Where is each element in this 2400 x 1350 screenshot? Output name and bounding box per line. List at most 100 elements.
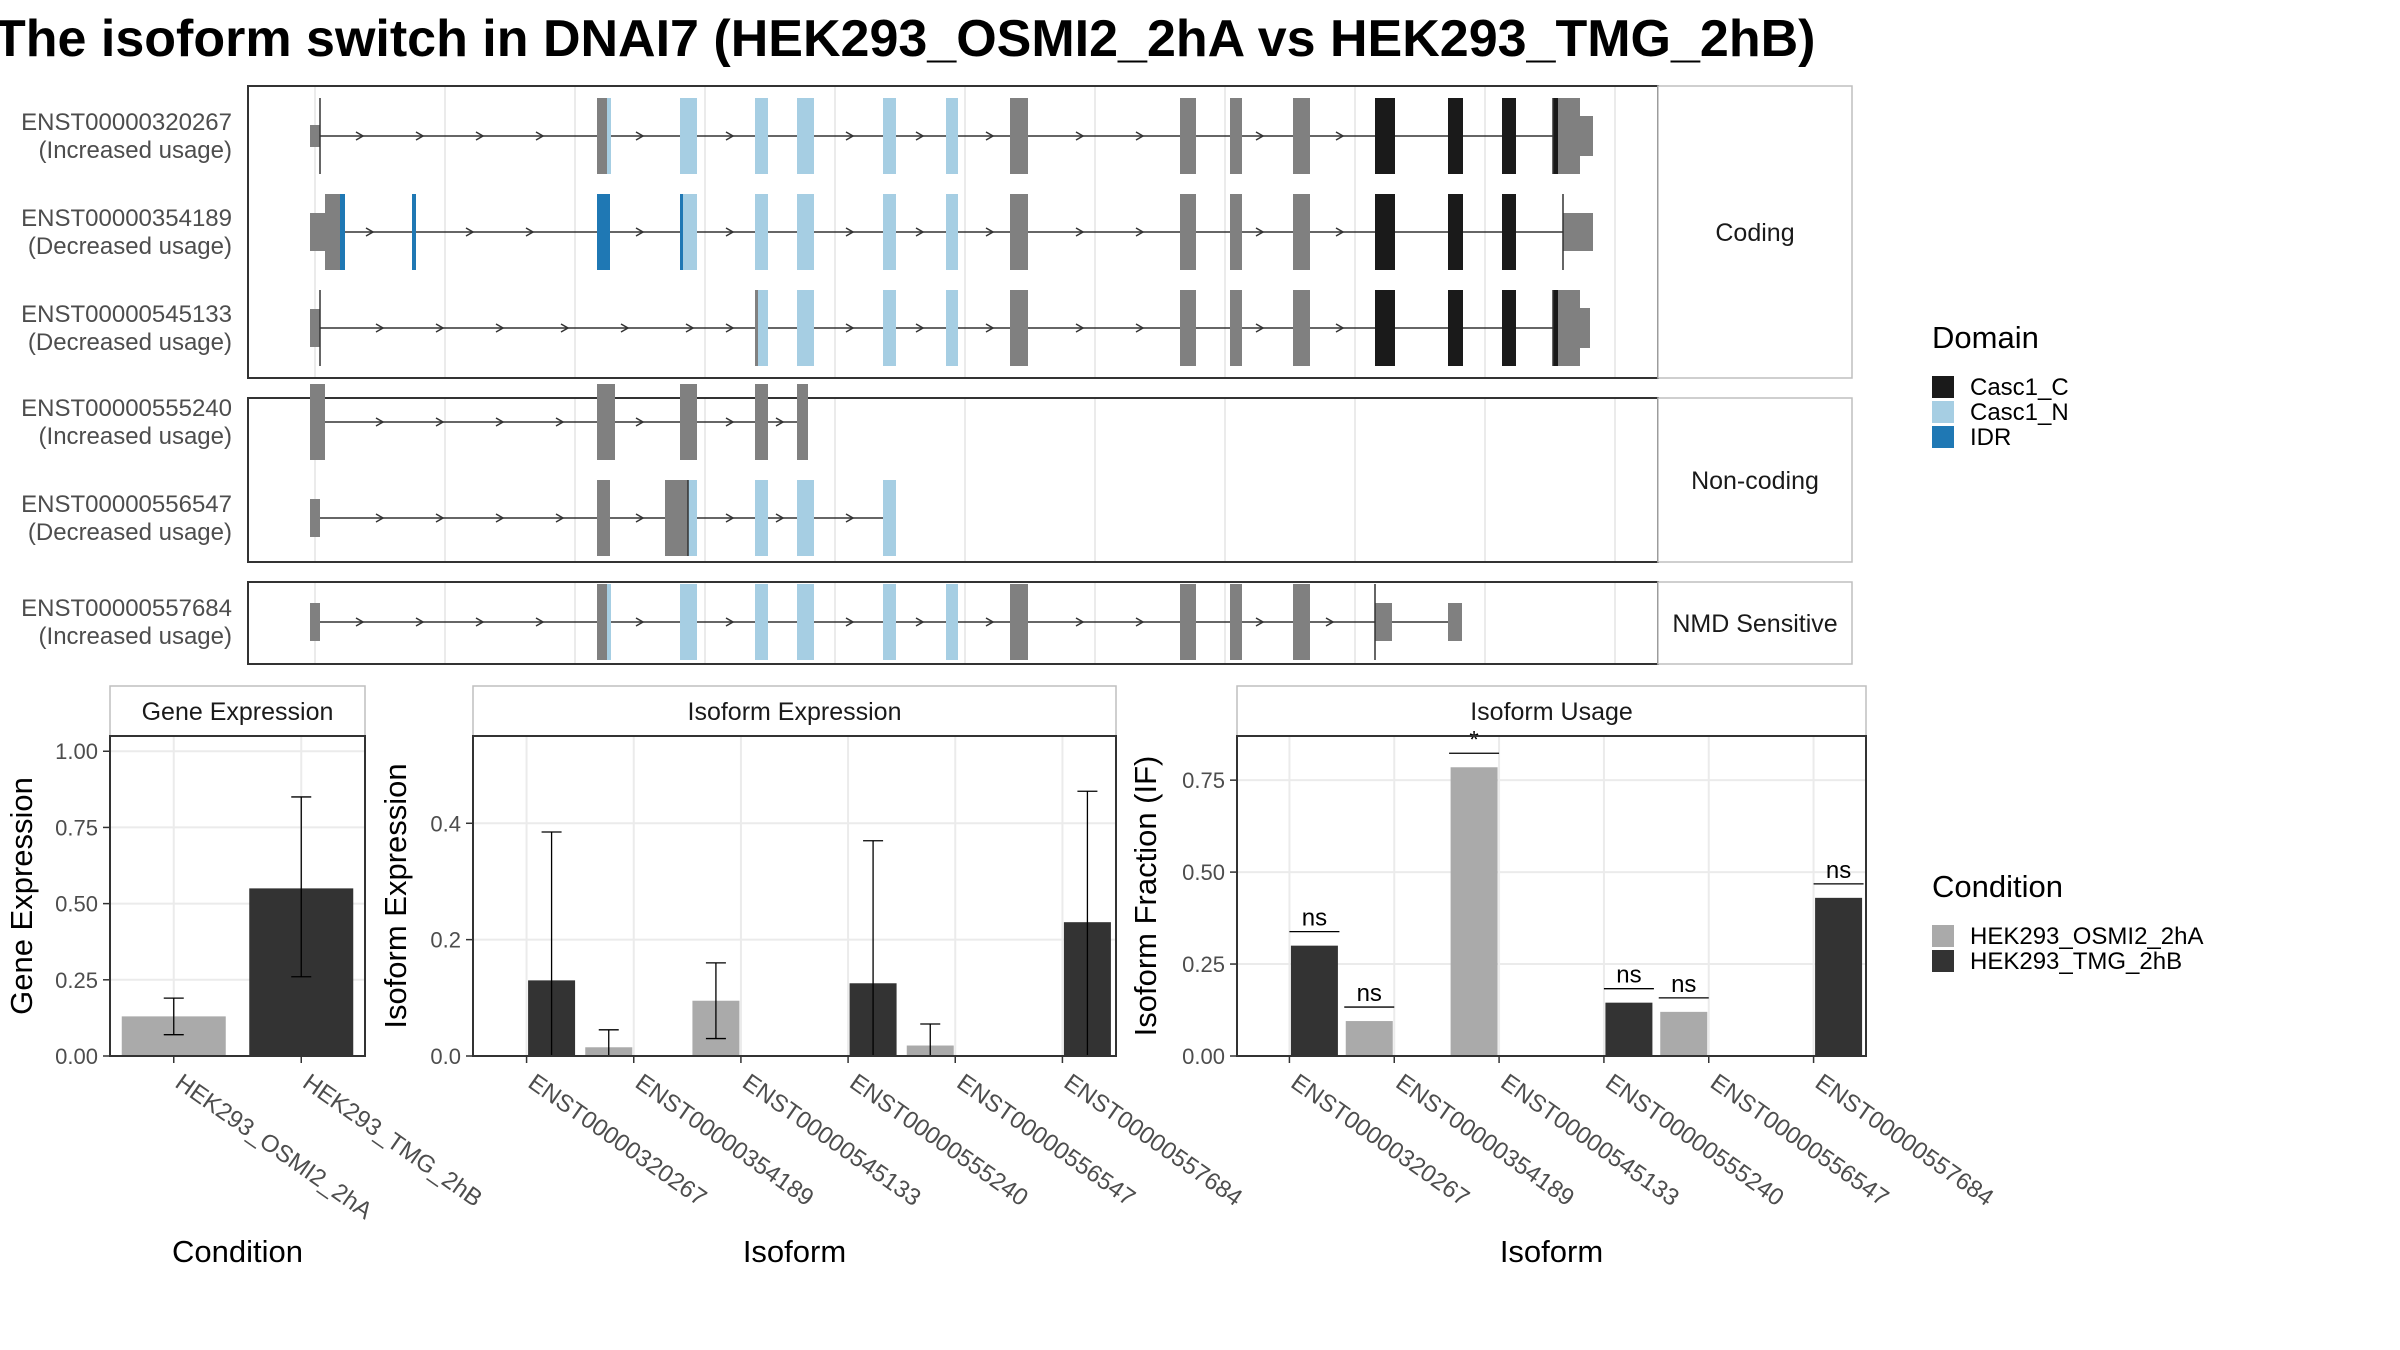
- significance-label: ns: [1826, 857, 1851, 884]
- exon-casc1-n: [883, 98, 896, 174]
- condition-legend-title: Condition: [1932, 869, 2063, 904]
- strand-arrow: [635, 513, 645, 523]
- exon-casc1-n: [946, 584, 958, 660]
- chart-title: Gene Expression: [142, 698, 334, 726]
- bar: [1660, 1011, 1708, 1056]
- exon: [665, 480, 688, 556]
- strand-arrow: [725, 131, 735, 141]
- exon-casc1-c: [1502, 290, 1516, 366]
- strand-arrow: [1075, 617, 1085, 627]
- domain-legend-label: Casc1_C: [1970, 374, 2069, 401]
- exon: [310, 213, 325, 251]
- x-tick-label: ENST00000354189: [1391, 1069, 1579, 1212]
- y-tick-label: 0.25: [1182, 952, 1225, 977]
- exon-casc1-n: [946, 290, 958, 366]
- domain-legend-swatch: [1932, 376, 1954, 398]
- exon: [597, 584, 607, 660]
- condition-legend-swatch: [1932, 925, 1954, 947]
- exon-casc1-n: [680, 98, 697, 174]
- y-tick-label: 0.0: [430, 1044, 461, 1069]
- isoform-label-id: ENST00000354189: [21, 205, 232, 232]
- chart-border: [472, 735, 1117, 1057]
- strand-arrow: [685, 323, 695, 333]
- exon-casc1-n: [755, 98, 768, 174]
- isoform-label-usage: (Increased usage): [39, 423, 232, 450]
- exon-casc1-n: [758, 290, 768, 366]
- strand-arrow: [845, 617, 855, 627]
- exon-casc1-n: [680, 584, 697, 660]
- exon-casc1-n: [607, 98, 611, 174]
- isoform-label-id: ENST00000545133: [21, 301, 232, 328]
- exon: [1180, 584, 1196, 660]
- exon: [1010, 290, 1028, 366]
- exon-casc1-n: [883, 584, 896, 660]
- exon: [1563, 213, 1593, 251]
- strand-arrow: [535, 617, 545, 627]
- strand-arrow: [375, 417, 385, 427]
- strand-arrow: [365, 227, 375, 237]
- exon: [310, 499, 320, 537]
- exon-casc1-n: [755, 194, 768, 270]
- domain-legend-title: Domain: [1932, 320, 2039, 355]
- exon-casc1-n: [883, 480, 896, 556]
- exon-casc1-n: [946, 98, 958, 174]
- exon-casc1-n: [883, 194, 896, 270]
- exon-casc1-n: [688, 480, 697, 556]
- strand-arrow: [435, 513, 445, 523]
- strand-arrow: [985, 131, 995, 141]
- strand-arrow: [915, 227, 925, 237]
- significance-label: ns: [1357, 980, 1382, 1007]
- transcript-row: [310, 480, 896, 556]
- transcript-row: [310, 290, 1590, 366]
- strand-arrow: [535, 131, 545, 141]
- exon: [310, 309, 320, 347]
- domain-legend-swatch: [1932, 401, 1954, 423]
- isoform-label-usage: (Decreased usage): [28, 233, 232, 260]
- isoform-expression-chart: Isoform Expression 0.0 0.2 0.4 ENST000003202…: [378, 685, 1247, 1269]
- x-tick-label: ENST00000354189: [630, 1069, 818, 1212]
- strand-arrow: [435, 417, 445, 427]
- isoform-structure-panel: Coding Non-coding NMD Sensitive ENST0000032…: [21, 85, 1853, 665]
- chart-title: Isoform Expression: [688, 698, 902, 726]
- significance-label: ns: [1302, 905, 1327, 932]
- y-tick-label: 0.4: [430, 811, 461, 836]
- strand-arrow: [495, 513, 505, 523]
- transcript-row: [310, 584, 1462, 660]
- group-label-1: Non-coding: [1691, 467, 1819, 495]
- significance-label: ns: [1671, 971, 1696, 998]
- y-tick-label: 0.00: [55, 1044, 98, 1069]
- isoform-label-id: ENST00000320267: [21, 109, 232, 136]
- exon-idr: [597, 194, 610, 270]
- strand-arrow: [555, 417, 565, 427]
- strand-arrow: [985, 227, 995, 237]
- exon: [1293, 584, 1310, 660]
- group-label-0: Coding: [1715, 219, 1794, 247]
- strand-arrow: [465, 227, 475, 237]
- strand-arrow: [985, 617, 995, 627]
- chart-panel: [1237, 736, 1866, 1056]
- y-axis-title: Gene Expression: [4, 777, 39, 1015]
- strand-arrow: [355, 617, 365, 627]
- exon: [310, 125, 320, 147]
- y-tick-label: 0.2: [430, 928, 461, 953]
- chart-border: [1236, 735, 1867, 1057]
- y-tick-label: 0.50: [55, 892, 98, 917]
- strand-arrow: [845, 323, 855, 333]
- exon-casc1-n: [607, 584, 611, 660]
- condition-legend-label: HEK293_OSMI2_2hA: [1970, 923, 2203, 950]
- strand-arrow: [555, 513, 565, 523]
- strand-arrow: [915, 617, 925, 627]
- exon: [755, 290, 758, 366]
- exon: [680, 384, 697, 460]
- strand-arrow: [375, 323, 385, 333]
- exon-casc1-c: [1502, 194, 1516, 270]
- strand-arrow: [475, 617, 485, 627]
- exon: [597, 384, 615, 460]
- structure-strip-0: [1657, 85, 1853, 379]
- strand-arrow: [620, 323, 630, 333]
- chart-strip: [109, 685, 366, 737]
- strand-arrow: [1135, 323, 1145, 333]
- isoform-label-usage: (Decreased usage): [28, 519, 232, 546]
- exon-casc1-n: [683, 194, 697, 270]
